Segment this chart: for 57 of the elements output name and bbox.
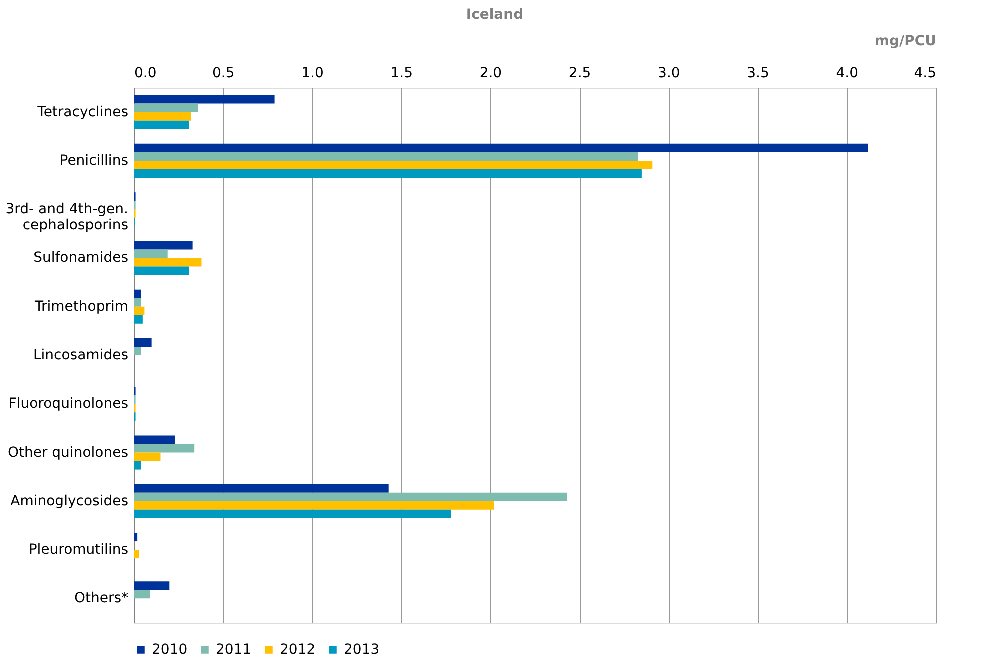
y-tick-label: Tetracyclines <box>36 104 128 120</box>
bar <box>134 533 138 542</box>
legend-label: 2012 <box>280 642 316 658</box>
chart-title: Iceland <box>466 7 524 23</box>
bar <box>134 112 192 121</box>
bar <box>134 241 193 250</box>
bar <box>134 501 494 510</box>
x-tick-label: 1.0 <box>302 66 324 82</box>
x-tick-label: 0.0 <box>134 66 157 82</box>
bar <box>134 338 152 347</box>
bar <box>134 95 275 104</box>
bar <box>134 484 389 493</box>
bar <box>134 452 161 462</box>
bar <box>134 144 868 152</box>
y-tick-label: 3rd- and 4th-gen. cephalosporins <box>6 202 128 234</box>
bar <box>134 298 142 307</box>
x-tick-label: 2.5 <box>568 66 592 82</box>
x-tick-label: 2.0 <box>480 66 502 82</box>
y-tick-label: Others* <box>74 590 128 607</box>
legend-label: 2013 <box>344 642 380 658</box>
bar <box>134 152 638 161</box>
x-tick-label: 4.0 <box>836 66 859 82</box>
x-tick-label: 4.5 <box>914 66 936 82</box>
bar <box>134 160 653 170</box>
bar <box>134 306 145 316</box>
y-tick-label: Pleuromutilins <box>28 542 128 558</box>
bar <box>134 461 142 470</box>
y-tick-label: Sulfonamides <box>34 250 128 266</box>
bar <box>134 266 190 276</box>
bar <box>134 492 568 502</box>
x-tick-label: 1.5 <box>390 66 413 82</box>
bar <box>134 258 202 267</box>
bar <box>134 290 142 298</box>
x-tick-label: 0.5 <box>212 66 235 82</box>
bar <box>134 550 140 559</box>
bar <box>134 169 642 178</box>
bar <box>134 590 150 599</box>
y-tick-label: Other quinolones <box>8 444 128 461</box>
y-tick-label: Lincosamides <box>33 348 128 364</box>
bar <box>134 436 175 444</box>
x-axis-title: mg/PCU <box>874 34 936 50</box>
y-tick-label: Aminoglycosides <box>10 493 128 510</box>
legend-label: 2010 <box>152 642 188 658</box>
bar <box>134 250 168 258</box>
y-tick-label: Fluoroquinolones <box>8 396 128 412</box>
bar <box>134 104 198 112</box>
bar <box>134 346 142 356</box>
x-tick-label: 3.5 <box>747 66 770 82</box>
bar <box>134 444 195 453</box>
y-tick-label: Penicillins <box>60 152 128 169</box>
x-tick-label: 3.0 <box>658 66 680 82</box>
y-tick-label: Trimethoprim <box>34 298 128 315</box>
bar <box>134 582 170 590</box>
legend-label: 2011 <box>216 642 252 658</box>
bar <box>134 120 190 130</box>
bar <box>134 315 143 324</box>
bar <box>134 510 452 518</box>
